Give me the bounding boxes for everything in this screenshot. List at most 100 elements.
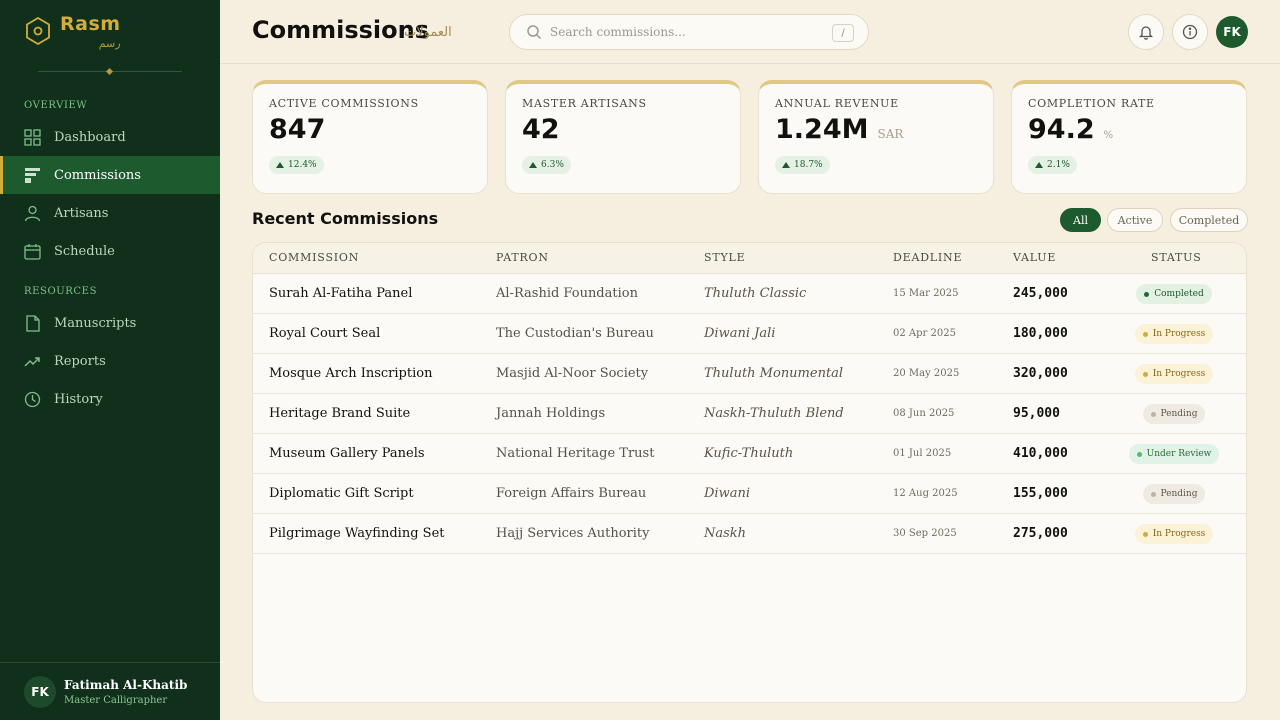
page-title-arabic: العمولات bbox=[404, 25, 452, 40]
status-label: Pending bbox=[1161, 489, 1198, 499]
notifications-button[interactable] bbox=[1128, 14, 1164, 50]
status-badge: Pending bbox=[1143, 404, 1206, 424]
column-header-deadline[interactable]: Deadline bbox=[893, 251, 962, 264]
status-cell: Completed bbox=[1103, 284, 1245, 304]
style-cell: Naskh-Thuluth Blend bbox=[704, 406, 844, 421]
stat-delta-badge: 18.7% bbox=[775, 156, 830, 174]
patron-cell: National Heritage Trust bbox=[496, 446, 654, 461]
column-header-style[interactable]: Style bbox=[704, 251, 745, 264]
patron-cell: The Custodian's Bureau bbox=[496, 326, 654, 341]
commissions-icon bbox=[24, 167, 41, 184]
table-row[interactable]: Surah Al-Fatiha Panel Al-Rashid Foundatio… bbox=[253, 274, 1246, 314]
table-body: Surah Al-Fatiha Panel Al-Rashid Foundatio… bbox=[253, 274, 1246, 554]
trend-up-icon bbox=[276, 162, 284, 168]
stat-value: 1.24M bbox=[775, 114, 869, 145]
document-icon bbox=[24, 315, 41, 332]
sidebar-item-label: Commissions bbox=[54, 168, 141, 183]
sidebar-item-label: Dashboard bbox=[54, 130, 126, 145]
sidebar-item-dashboard[interactable]: Dashboard bbox=[0, 118, 220, 156]
commission-cell: Heritage Brand Suite bbox=[269, 406, 410, 421]
table-row[interactable]: Diplomatic Gift Script Foreign Affairs Bu… bbox=[253, 474, 1246, 514]
sidebar: Rasm رسم OVERVIEW Dashboard Commissions … bbox=[0, 0, 220, 720]
stat-card-completion-rate: Completion Rate 94.2 % 2.1% bbox=[1011, 80, 1247, 194]
sidebar-item-reports[interactable]: Reports bbox=[0, 342, 220, 380]
bell-icon bbox=[1138, 24, 1154, 40]
stat-delta-value: 6.3% bbox=[541, 160, 564, 170]
style-cell: Naskh bbox=[704, 526, 746, 541]
status-cell: In Progress bbox=[1103, 524, 1245, 544]
status-label: Completed bbox=[1154, 289, 1204, 299]
stat-card-master-artisans: Master Artisans 42 6.3% bbox=[505, 80, 741, 194]
column-header-patron[interactable]: Patron bbox=[496, 251, 549, 264]
brand-arabic: رسم bbox=[60, 37, 121, 50]
info-icon bbox=[1182, 24, 1198, 40]
status-label: In Progress bbox=[1153, 329, 1206, 339]
stat-delta-value: 12.4% bbox=[288, 160, 317, 170]
value-cell: 245,000 bbox=[1013, 286, 1068, 301]
nav-section-overview: OVERVIEW bbox=[24, 100, 87, 111]
value-cell: 180,000 bbox=[1013, 326, 1068, 341]
status-dot bbox=[1143, 332, 1148, 337]
commission-cell: Mosque Arch Inscription bbox=[269, 366, 432, 381]
section-title: Recent Commissions bbox=[252, 209, 438, 228]
user-panel[interactable]: FK Fatimah Al-Khatib Master Calligrapher bbox=[0, 662, 220, 720]
status-badge: In Progress bbox=[1135, 324, 1214, 344]
commission-cell: Pilgrimage Wayfinding Set bbox=[269, 526, 444, 541]
trend-icon bbox=[24, 353, 41, 370]
deadline-cell: 30 Sep 2025 bbox=[893, 528, 957, 539]
stat-delta-badge: 2.1% bbox=[1028, 156, 1077, 174]
deadline-cell: 20 May 2025 bbox=[893, 368, 959, 379]
sidebar-item-history[interactable]: History bbox=[0, 380, 220, 418]
column-header-value[interactable]: Value bbox=[1013, 251, 1056, 264]
style-cell: Diwani Jali bbox=[704, 326, 775, 341]
table-row[interactable]: Mosque Arch Inscription Masjid Al-Noor So… bbox=[253, 354, 1246, 394]
status-badge: Under Review bbox=[1129, 444, 1220, 464]
deadline-cell: 01 Jul 2025 bbox=[893, 448, 951, 459]
status-cell: Pending bbox=[1103, 404, 1245, 424]
divider-ornament bbox=[106, 68, 113, 75]
value-cell: 410,000 bbox=[1013, 446, 1068, 461]
value-cell: 275,000 bbox=[1013, 526, 1068, 541]
commissions-table: Commission Patron Style Deadline Value S… bbox=[252, 242, 1247, 703]
trend-up-icon bbox=[782, 162, 790, 168]
sidebar-item-label: History bbox=[54, 392, 103, 407]
status-dot bbox=[1144, 292, 1149, 297]
stat-delta-badge: 12.4% bbox=[269, 156, 324, 174]
sidebar-item-commissions[interactable]: Commissions bbox=[0, 156, 220, 194]
table-row[interactable]: Museum Gallery Panels National Heritage T… bbox=[253, 434, 1246, 474]
header: Commissions العمولات / FK bbox=[220, 0, 1280, 64]
filter-active[interactable]: Active bbox=[1107, 208, 1163, 232]
table-row[interactable]: Heritage Brand Suite Jannah Holdings Naskh… bbox=[253, 394, 1246, 434]
deadline-cell: 12 Aug 2025 bbox=[893, 488, 958, 499]
stat-value: 94.2 bbox=[1028, 114, 1095, 145]
stat-unit: % bbox=[1104, 130, 1114, 141]
user-icon bbox=[24, 205, 41, 222]
grid-icon bbox=[24, 129, 41, 146]
table-row[interactable]: Pilgrimage Wayfinding Set Hajj Services A… bbox=[253, 514, 1246, 554]
filter-completed[interactable]: Completed bbox=[1170, 208, 1248, 232]
info-button[interactable] bbox=[1172, 14, 1208, 50]
status-badge: Pending bbox=[1143, 484, 1206, 504]
column-header-status[interactable]: Status bbox=[1151, 251, 1202, 264]
stat-delta-value: 2.1% bbox=[1047, 160, 1070, 170]
search-bar[interactable]: / bbox=[509, 14, 869, 50]
search-icon bbox=[526, 24, 542, 40]
stat-card-active-commissions: Active Commissions 847 12.4% bbox=[252, 80, 488, 194]
brand[interactable]: Rasm رسم bbox=[24, 14, 121, 50]
header-avatar[interactable]: FK bbox=[1216, 16, 1248, 48]
sidebar-item-schedule[interactable]: Schedule bbox=[0, 232, 220, 270]
table-row[interactable]: Royal Court Seal The Custodian's Bureau Di… bbox=[253, 314, 1246, 354]
search-input[interactable] bbox=[550, 25, 820, 39]
style-cell: Kufic-Thuluth bbox=[704, 446, 793, 461]
filter-all[interactable]: All bbox=[1060, 208, 1101, 232]
stat-label: Active Commissions bbox=[269, 97, 471, 110]
sidebar-item-manuscripts[interactable]: Manuscripts bbox=[0, 304, 220, 342]
status-label: Pending bbox=[1161, 409, 1198, 419]
column-header-commission[interactable]: Commission bbox=[269, 251, 359, 264]
sidebar-item-artisans[interactable]: Artisans bbox=[0, 194, 220, 232]
table-header: Commission Patron Style Deadline Value S… bbox=[253, 243, 1246, 274]
stat-card-annual-revenue: Annual Revenue 1.24M SAR 18.7% bbox=[758, 80, 994, 194]
stat-label: Master Artisans bbox=[522, 97, 724, 110]
stat-value: 42 bbox=[522, 114, 560, 145]
status-cell: In Progress bbox=[1103, 364, 1245, 384]
